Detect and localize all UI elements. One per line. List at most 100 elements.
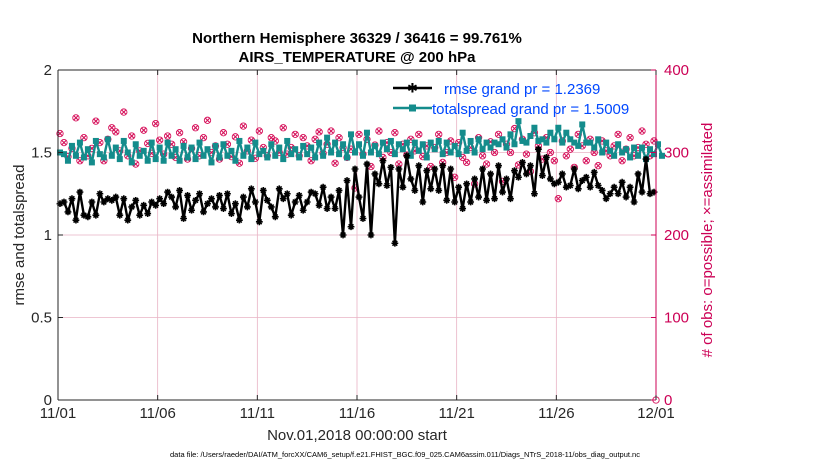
totalspread-point [415, 147, 422, 154]
y-left-tick-label: 1 [44, 227, 52, 244]
rmse-point [319, 183, 327, 191]
totalspread-point [611, 152, 618, 159]
totalspread-point [579, 121, 586, 128]
totalspread-point [355, 141, 362, 148]
rmse-point [395, 165, 403, 173]
rmse-point [431, 165, 439, 173]
rmse-point [136, 211, 144, 219]
obs-possible-point [566, 145, 574, 153]
rmse-point [578, 177, 586, 184]
totalspread-point [268, 141, 275, 148]
totalspread-point [136, 152, 143, 159]
totalspread-point [296, 154, 303, 161]
obs-assimilated-point [292, 131, 298, 137]
rmse-point [554, 178, 562, 186]
rmse-point [68, 195, 76, 203]
obs-assimilated-point [336, 135, 342, 141]
rmse-point [598, 187, 606, 194]
totalspread-point [371, 142, 378, 149]
rmse-point [307, 188, 315, 196]
rmse-point [531, 190, 538, 198]
obs-possible-point [239, 122, 248, 130]
rmse-point [287, 211, 295, 219]
totalspread-point [467, 137, 474, 144]
obs-possible-point [219, 129, 228, 137]
rmse-point [220, 205, 227, 212]
obs-possible-point [391, 129, 399, 137]
obs-assimilated-point [551, 158, 557, 164]
rmse-point [467, 198, 475, 206]
obs-assimilated-point [280, 125, 286, 131]
x-tick-label: 11/26 [538, 405, 574, 422]
x-tick-label: 11/21 [438, 405, 474, 422]
rmse-point [527, 162, 534, 170]
obs-possible-point [614, 130, 622, 139]
y-left-tick-label: 1.5 [31, 145, 52, 162]
totalspread-point [252, 139, 259, 146]
totalspread-point [431, 146, 438, 153]
obs-assimilated-point [93, 118, 99, 124]
obs-possible-point [458, 153, 467, 162]
rmse-point [140, 201, 148, 209]
legend: ✱ rmse grand pr = 1.2369 totalspread gra… [393, 81, 629, 118]
y-right-tick-label: 300 [664, 145, 689, 162]
totalspread-point [224, 152, 231, 159]
rmse-point [208, 195, 215, 203]
totalspread-point [292, 146, 299, 153]
rmse-point [515, 173, 522, 181]
rmse-point [407, 175, 415, 183]
footer-data-file: data file: /Users/raeder/DAI/ATM_forcXX/… [170, 450, 640, 459]
totalspread-point [491, 139, 498, 146]
totalspread-point [631, 144, 638, 151]
totalspread-point [104, 136, 111, 143]
rmse-point [331, 205, 339, 212]
totalspread-point [471, 149, 478, 156]
totalspread-point [419, 141, 426, 148]
totalspread-point [176, 157, 183, 164]
totalspread-point [180, 142, 187, 149]
rmse-point [343, 177, 351, 184]
obs-possible-point [622, 145, 630, 153]
obs-assimilated-point [328, 128, 334, 134]
rmse-point [120, 195, 128, 203]
totalspread-point [236, 137, 243, 144]
totalspread-point [228, 147, 235, 154]
rmse-point [160, 200, 168, 208]
rmse-point [475, 193, 482, 201]
rmse-point [455, 183, 463, 191]
obs-possible-point [60, 138, 68, 147]
obs-assimilated-point [356, 131, 362, 137]
rmse-point [200, 208, 207, 216]
rmse-point [367, 231, 375, 239]
rmse-point [427, 185, 435, 193]
obs-possible-point [482, 160, 491, 168]
obs-possible-point [494, 130, 503, 139]
totalspread-point [204, 146, 211, 153]
obs-assimilated-point [316, 129, 322, 135]
rmse-point [327, 193, 335, 201]
rmse-point [180, 215, 187, 222]
rmse-point [387, 163, 395, 171]
obs-possible-point [415, 130, 423, 139]
rmse-point [363, 160, 371, 168]
obs-assimilated-point [563, 153, 569, 159]
rmse-point [638, 188, 646, 196]
totalspread-point [547, 129, 554, 136]
x-tick-label: 11/11 [240, 405, 275, 422]
rmse-point [538, 172, 546, 179]
totalspread-point [192, 156, 199, 163]
totalspread-point [595, 136, 602, 143]
totalspread-point [184, 154, 191, 161]
rmse-point [168, 193, 176, 201]
totalspread-point [507, 131, 514, 138]
totalspread-point [575, 142, 582, 149]
rmse-point [60, 198, 68, 206]
chart-title-line-2: AIRS_TEMPERATURE @ 200 hPa [239, 49, 477, 66]
obs-possible-point [175, 129, 184, 137]
rmse-point [618, 178, 626, 186]
totalspread-point [571, 139, 578, 146]
obs-possible-point [650, 137, 658, 145]
rmse-point [239, 193, 247, 201]
totalspread-point [515, 118, 522, 125]
totalspread-point [168, 152, 175, 159]
